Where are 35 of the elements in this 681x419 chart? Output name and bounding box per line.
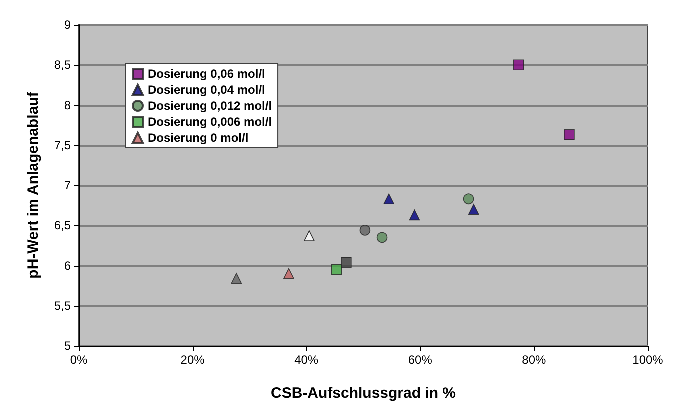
point [513, 60, 524, 71]
y-tick-label: 7,5 [54, 138, 72, 152]
legend-label: Dosierung 0 mol/l [148, 131, 249, 145]
x-tick-label: 40% [294, 353, 319, 367]
y-tick-label: 7 [64, 178, 72, 192]
x-tick-label: 100% [632, 353, 664, 367]
y-tick-label: 8,5 [54, 58, 72, 72]
point [564, 130, 575, 140]
legend-label: Dosierung 0,06 mol/l [148, 67, 266, 81]
y-tick-label: 8 [64, 98, 72, 112]
point [341, 257, 352, 268]
y-tick-label: 5,5 [54, 298, 72, 313]
y-tick-label: 9 [64, 18, 72, 32]
x-axis-title: CSB-Aufschlussgrad in % [270, 385, 456, 402]
y-tick-label: 6 [64, 258, 72, 273]
point [409, 210, 420, 221]
x-tick-label: 60% [408, 353, 433, 367]
point [376, 232, 388, 244]
point [284, 268, 294, 280]
point [331, 264, 342, 276]
legend-label: Dosierung 0,012 mol/l [148, 99, 272, 113]
point [231, 273, 242, 284]
y-axis-title: pH-Wert im Anlagenablauf [25, 91, 42, 279]
point [463, 194, 474, 205]
point [304, 230, 315, 242]
legend-label: Dosierung 0,04 mol/l [148, 83, 266, 97]
point [384, 194, 395, 205]
y-tick-label: 6,5 [54, 218, 72, 233]
x-tick-label: 80% [522, 353, 547, 367]
legend-label: Dosierung 0,006 mol/l [148, 115, 272, 129]
y-tick-label: 5 [64, 339, 72, 353]
x-tick-label: 0% [70, 353, 88, 367]
x-tick-label: 20% [180, 353, 206, 367]
point [360, 225, 371, 236]
point [468, 204, 480, 215]
